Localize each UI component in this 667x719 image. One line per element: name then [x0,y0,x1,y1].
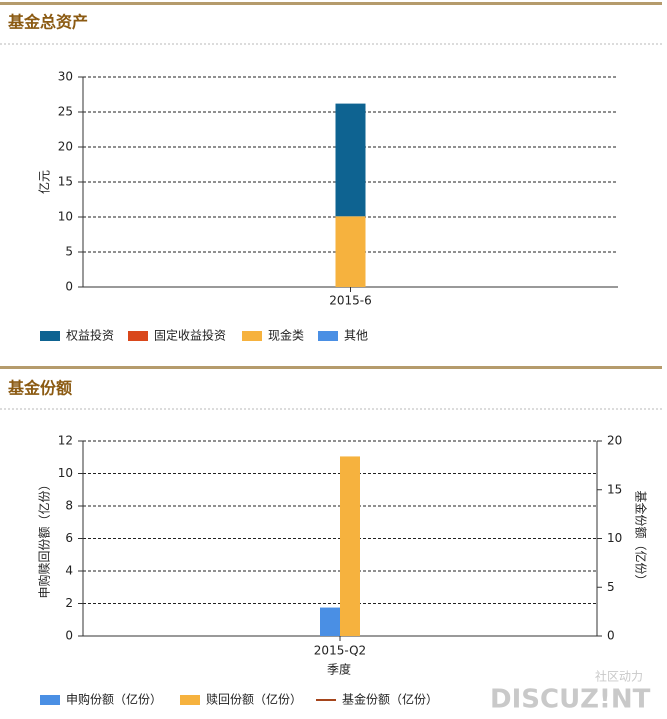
y-tick-label: 6 [65,531,73,545]
y-tick-label: 5 [65,245,73,259]
y-tick-label: 30 [58,70,73,84]
legend-swatch [180,695,200,705]
x-tick-label: 2015-Q2 [314,644,366,658]
x-axis-label: 季度 [327,662,351,677]
legend-label: 固定收益投资 [154,328,226,343]
y-tick-label: 0 [65,629,73,643]
legend-label: 基金份额（亿份） [342,692,438,707]
y2-tick-label: 0 [607,629,615,643]
watermark: DISCUZ!NT [490,685,651,715]
section-title: 基金总资产 [7,13,88,32]
y2-tick-label: 20 [607,434,622,448]
legend-label: 申购份额（亿份） [66,692,162,707]
legend-swatch [40,331,60,341]
legend-swatch [40,695,60,705]
y-tick-label: 20 [58,140,73,154]
y-axis-label: 申购赎回份额（亿份） [37,478,52,598]
y2-tick-label: 5 [607,580,615,594]
legend-label: 现金类 [268,328,304,343]
y-tick-label: 12 [58,434,73,448]
legend-swatch [128,331,148,341]
legend-label: 其他 [344,329,368,343]
y-tick-label: 0 [65,280,73,294]
y-tick-label: 10 [58,210,73,224]
header-bar [0,2,662,5]
legend-swatch [242,331,262,341]
y-tick-label: 4 [65,564,73,578]
legend-label: 赎回份额（亿份） [206,692,302,707]
y2-tick-label: 10 [607,531,622,545]
legend-swatch [318,331,338,341]
y-tick-label: 2 [65,596,73,610]
x-tick-label: 2015-6 [329,294,372,308]
y-axis-label: 亿元 [37,170,52,194]
bar [320,607,340,636]
y-tick-label: 10 [58,466,73,480]
y-tick-label: 15 [58,175,73,189]
bar [335,103,366,217]
y-tick-label: 8 [65,499,73,513]
bar [340,456,360,636]
y-tick-label: 25 [58,105,73,119]
y2-axis-label: 基金份额（亿份） [634,490,649,586]
y2-tick-label: 15 [607,482,622,496]
bar [335,216,366,287]
header-bar [0,366,662,369]
section-title: 基金份额 [7,379,72,398]
watermark: 社区动力 [595,669,643,684]
legend-label: 权益投资 [66,328,114,343]
